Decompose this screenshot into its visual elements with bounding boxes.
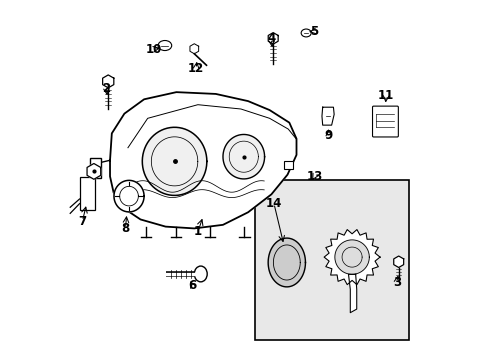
Text: 6: 6 — [188, 279, 196, 292]
Text: 12: 12 — [187, 62, 204, 75]
Text: 2: 2 — [102, 82, 110, 95]
Text: 11: 11 — [377, 89, 393, 102]
Bar — [284, 161, 293, 169]
Text: 4: 4 — [267, 32, 275, 45]
FancyBboxPatch shape — [372, 106, 398, 137]
Text: 9: 9 — [324, 129, 332, 142]
Polygon shape — [142, 127, 206, 195]
Bar — [255, 180, 408, 339]
Polygon shape — [114, 180, 144, 212]
Text: 3: 3 — [392, 276, 400, 289]
Polygon shape — [321, 107, 333, 125]
Text: 1: 1 — [193, 225, 202, 238]
Polygon shape — [223, 134, 264, 179]
Text: 10: 10 — [146, 42, 162, 55]
Polygon shape — [102, 75, 114, 88]
Bar — [80, 177, 95, 210]
Polygon shape — [348, 274, 356, 313]
Bar — [90, 158, 101, 178]
Text: 14: 14 — [265, 197, 282, 210]
Polygon shape — [267, 238, 305, 287]
Text: 5: 5 — [310, 25, 318, 38]
Text: 13: 13 — [305, 170, 322, 183]
Polygon shape — [324, 230, 379, 285]
Polygon shape — [268, 33, 278, 44]
Polygon shape — [189, 44, 198, 54]
Polygon shape — [334, 240, 368, 274]
Ellipse shape — [301, 29, 310, 37]
Text: 7: 7 — [78, 215, 86, 228]
Polygon shape — [110, 92, 296, 228]
Text: 8: 8 — [121, 222, 129, 235]
Polygon shape — [87, 163, 101, 179]
Polygon shape — [393, 256, 403, 267]
Ellipse shape — [194, 266, 207, 282]
Ellipse shape — [158, 41, 171, 50]
